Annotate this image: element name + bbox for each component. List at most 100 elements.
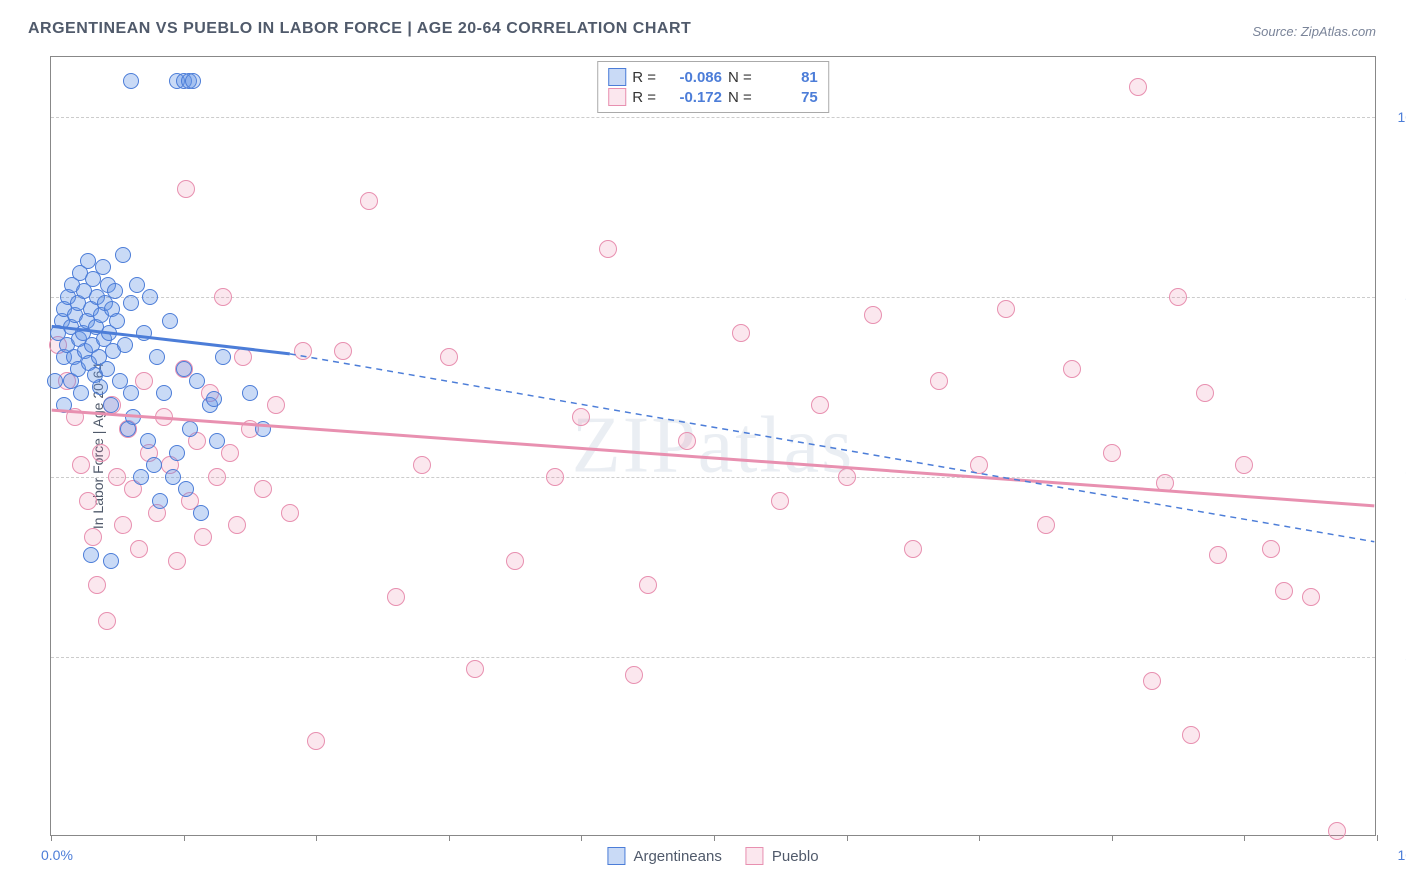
data-point [108,468,126,486]
x-tick [1112,835,1113,841]
swatch-argentineans [608,68,626,86]
data-point [546,468,564,486]
data-point [142,289,158,305]
data-point [599,240,617,258]
data-point [254,480,272,498]
source-attribution: Source: ZipAtlas.com [1252,24,1376,39]
data-point [904,540,922,558]
data-point [1143,672,1161,690]
data-point [221,444,239,462]
r-value-argentineans: -0.086 [662,69,722,86]
legend-label-argentineans: Argentineans [633,848,721,865]
data-point [281,504,299,522]
gridline [51,117,1375,118]
data-point [79,492,97,510]
data-point [255,421,271,437]
data-point [177,180,195,198]
chart-plot-area: ZIPatlas In Labor Force | Age 20-64 55.0… [50,56,1376,836]
n-value-argentineans: 81 [758,69,818,86]
data-point [189,373,205,389]
data-point [208,468,226,486]
data-point [970,456,988,474]
data-point [114,516,132,534]
data-point [228,516,246,534]
data-point [440,348,458,366]
correlation-legend: R = -0.086 N = 81 R = -0.172 N = 75 [597,61,829,113]
data-point [117,337,133,353]
r-value-pueblo: -0.172 [662,89,722,106]
y-tick-label: 70.0% [1385,469,1406,485]
swatch-argentineans [607,847,625,865]
data-point [771,492,789,510]
data-point [72,456,90,474]
data-point [1063,360,1081,378]
legend-row-argentineans: R = -0.086 N = 81 [608,68,818,86]
y-tick-label: 85.0% [1385,289,1406,305]
gridline [51,657,1375,658]
x-axis-min-label: 0.0% [41,847,73,863]
data-point [178,481,194,497]
data-point [149,349,165,365]
data-point [215,349,231,365]
x-tick [979,835,980,841]
data-point [267,396,285,414]
data-point [1196,384,1214,402]
chart-title: ARGENTINEAN VS PUEBLO IN LABOR FORCE | A… [28,20,691,38]
data-point [930,372,948,390]
data-point [176,361,192,377]
data-point [123,295,139,311]
data-point [360,192,378,210]
data-point [84,528,102,546]
data-point [133,469,149,485]
data-point [1103,444,1121,462]
r-label: R = [632,69,656,86]
data-point [1129,78,1147,96]
data-point [506,552,524,570]
legend-item-argentineans: Argentineans [607,847,721,865]
data-point [1275,582,1293,600]
data-point [214,288,232,306]
gridline [51,477,1375,478]
data-point [206,391,222,407]
data-point [169,445,185,461]
data-point [678,432,696,450]
x-tick [1244,835,1245,841]
data-point [103,397,119,413]
data-point [387,588,405,606]
data-point [182,421,198,437]
data-point [1209,546,1227,564]
data-point [123,73,139,89]
data-point [572,408,590,426]
data-point [1156,474,1174,492]
data-point [209,433,225,449]
y-tick-label: 100.0% [1385,109,1406,125]
legend-label-pueblo: Pueblo [772,848,819,865]
legend-item-pueblo: Pueblo [746,847,819,865]
data-point [234,348,252,366]
data-point [185,73,201,89]
data-point [130,540,148,558]
data-point [103,553,119,569]
data-point [838,468,856,486]
data-point [98,612,116,630]
data-point [73,385,89,401]
data-point [56,397,72,413]
data-point [156,385,172,401]
swatch-pueblo [608,88,626,106]
data-point [294,342,312,360]
r-label: R = [632,89,656,106]
data-point [242,385,258,401]
x-tick [449,835,450,841]
x-tick [184,835,185,841]
data-point [1262,540,1280,558]
data-point [125,409,141,425]
data-point [307,732,325,750]
swatch-pueblo [746,847,764,865]
data-point [1302,588,1320,606]
data-point [83,547,99,563]
data-point [625,666,643,684]
data-point [194,528,212,546]
y-tick-label: 55.0% [1385,649,1406,665]
data-point [413,456,431,474]
data-point [152,493,168,509]
